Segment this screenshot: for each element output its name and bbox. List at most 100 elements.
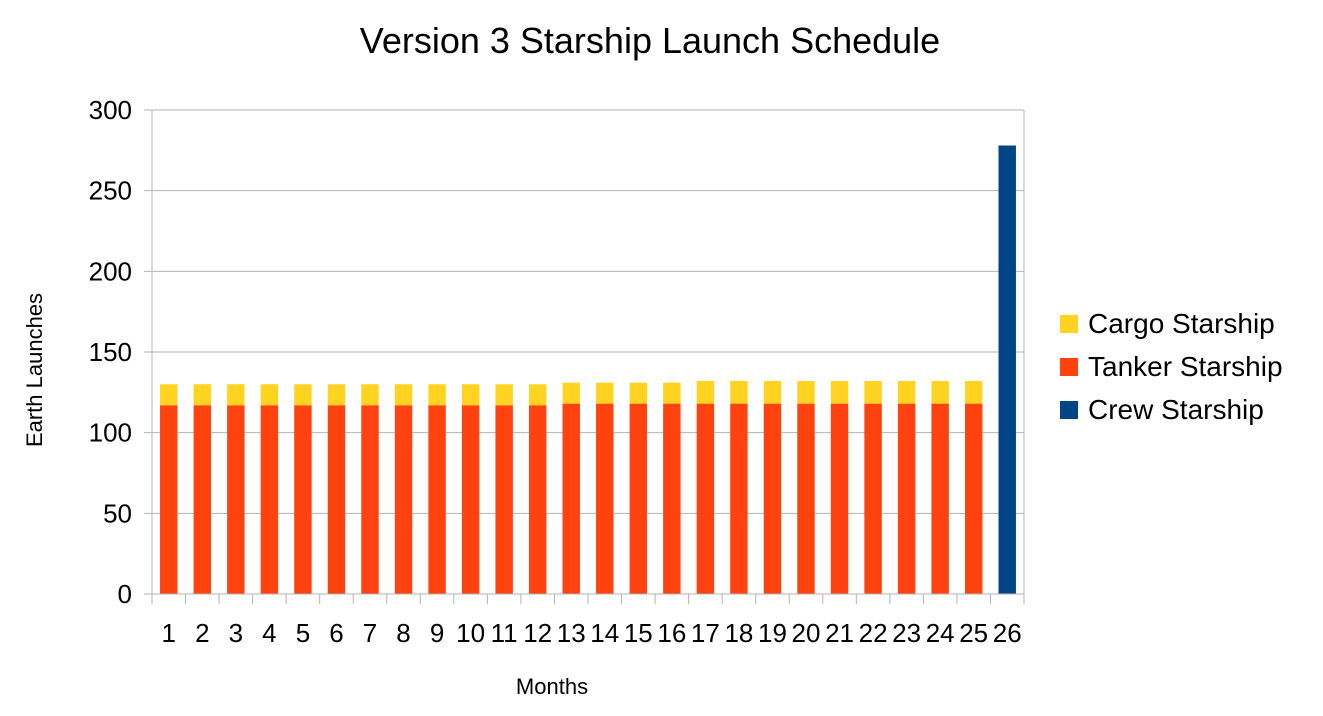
bar-crew-starship-26 — [998, 145, 1016, 594]
x-tick-label: 2 — [195, 618, 209, 648]
y-tick-label: 0 — [118, 579, 132, 609]
bar-cargo-starship-25 — [964, 381, 983, 404]
chart-title: Version 3 Starship Launch Schedule — [359, 20, 941, 61]
bars — [160, 145, 1016, 594]
bar-cargo-starship-5 — [294, 384, 312, 406]
bar-tanker-starship-8 — [394, 405, 413, 594]
bar-tanker-starship-9 — [428, 405, 446, 594]
y-axis-label: Earth Launches — [22, 292, 47, 448]
x-tick-label: 4 — [262, 618, 276, 648]
y-tick-label: 100 — [89, 418, 132, 448]
x-tick-label: 7 — [363, 618, 377, 648]
bar-cargo-starship-17 — [696, 381, 715, 404]
bar-cargo-starship-18 — [730, 381, 748, 404]
bar-tanker-starship-4 — [260, 405, 279, 594]
bar-tanker-starship-5 — [294, 405, 312, 594]
bar-cargo-starship-24 — [931, 381, 949, 404]
x-tick-label: 5 — [296, 618, 310, 648]
x-axis-label: Months — [515, 674, 589, 699]
bar-cargo-starship-14 — [596, 382, 614, 404]
legend-swatch-crew — [1060, 400, 1078, 419]
bar-tanker-starship-10 — [461, 405, 480, 594]
bar-tanker-starship-23 — [897, 403, 916, 594]
bar-tanker-starship-13 — [562, 403, 580, 594]
x-tick-label: 19 — [758, 618, 787, 648]
bar-cargo-starship-3 — [227, 384, 245, 406]
bar-tanker-starship-17 — [696, 403, 715, 594]
y-tick-label: 300 — [89, 95, 132, 125]
bar-tanker-starship-22 — [864, 403, 882, 594]
bar-cargo-starship-13 — [562, 382, 580, 404]
x-tick-label: 9 — [430, 618, 444, 648]
bar-cargo-starship-11 — [495, 384, 513, 406]
x-tick-label: 15 — [624, 618, 653, 648]
legend-swatch-tanker — [1060, 357, 1078, 376]
bar-cargo-starship-16 — [663, 382, 681, 404]
bar-tanker-starship-20 — [797, 403, 815, 594]
bar-tanker-starship-21 — [830, 403, 849, 594]
legend-item-tanker: Tanker Starship — [1060, 345, 1283, 388]
x-tick-label: 25 — [959, 618, 988, 648]
bar-cargo-starship-2 — [193, 384, 212, 406]
y-tick-label: 50 — [103, 498, 132, 528]
bar-cargo-starship-22 — [864, 381, 882, 404]
legend: Cargo Starship Tanker Starship Crew Star… — [1060, 302, 1283, 431]
legend-label-tanker: Tanker Starship — [1088, 350, 1283, 382]
bar-cargo-starship-1 — [160, 384, 178, 406]
x-tick-label: 16 — [657, 618, 686, 648]
x-tick-label: 11 — [491, 618, 518, 648]
x-tick-label: 20 — [792, 618, 821, 648]
x-tick-label: 3 — [229, 618, 243, 648]
bar-tanker-starship-15 — [629, 403, 648, 594]
legend-item-cargo: Cargo Starship — [1060, 302, 1283, 345]
bar-cargo-starship-12 — [528, 384, 547, 406]
axes — [151, 110, 1025, 604]
bar-tanker-starship-3 — [227, 405, 245, 594]
x-tick-label: 8 — [396, 618, 410, 648]
bar-tanker-starship-24 — [931, 403, 949, 594]
x-tick-label: 17 — [691, 618, 720, 648]
bar-tanker-starship-12 — [528, 405, 547, 594]
x-tick-label: 22 — [859, 618, 888, 648]
y-tick-label: 200 — [89, 256, 132, 286]
bar-tanker-starship-6 — [327, 405, 346, 594]
bar-cargo-starship-15 — [629, 382, 648, 404]
x-tick-label: 14 — [590, 618, 619, 648]
bar-cargo-starship-21 — [830, 381, 849, 404]
bar-cargo-starship-23 — [897, 381, 916, 404]
x-tick-label: 24 — [926, 618, 955, 648]
y-tick-label: 250 — [89, 176, 132, 206]
bar-cargo-starship-9 — [428, 384, 446, 406]
bar-cargo-starship-10 — [461, 384, 480, 406]
x-tick-label: 12 — [523, 618, 552, 648]
legend-item-crew: Crew Starship — [1060, 388, 1283, 431]
bar-tanker-starship-2 — [193, 405, 212, 594]
x-tick-label: 1 — [162, 618, 176, 648]
bar-tanker-starship-11 — [495, 405, 513, 594]
x-tick-label: 26 — [993, 618, 1022, 648]
bar-tanker-starship-18 — [730, 403, 748, 594]
y-tick-labels: 0 50 100 150 200 250 300 — [89, 95, 132, 609]
y-tick-label: 150 — [89, 337, 132, 367]
legend-label-cargo: Cargo Starship — [1088, 307, 1275, 339]
x-tick-label: 18 — [724, 618, 753, 648]
bar-cargo-starship-7 — [361, 384, 379, 406]
x-tick-label: 21 — [825, 618, 854, 648]
bar-cargo-starship-20 — [797, 381, 815, 404]
bar-tanker-starship-7 — [361, 405, 379, 594]
x-tick-label: 6 — [329, 618, 343, 648]
bar-tanker-starship-1 — [160, 405, 178, 594]
bar-cargo-starship-19 — [763, 381, 782, 404]
x-tick-label: 23 — [892, 618, 921, 648]
x-tick-labels: 1 2 3 4 5 6 7 8 9 10 11 12 13 14 15 16 17 18 19 20 21 22 23 24 2… — [162, 618, 1022, 648]
bar-tanker-starship-16 — [663, 403, 681, 594]
bar-cargo-starship-8 — [394, 384, 413, 406]
legend-swatch-cargo — [1060, 314, 1078, 333]
x-tick-label: 10 — [456, 618, 485, 648]
bar-tanker-starship-14 — [596, 403, 614, 594]
bar-cargo-starship-4 — [260, 384, 279, 406]
legend-label-crew: Crew Starship — [1088, 393, 1264, 425]
bar-tanker-starship-25 — [964, 403, 983, 594]
x-tick-label: 13 — [557, 618, 586, 648]
